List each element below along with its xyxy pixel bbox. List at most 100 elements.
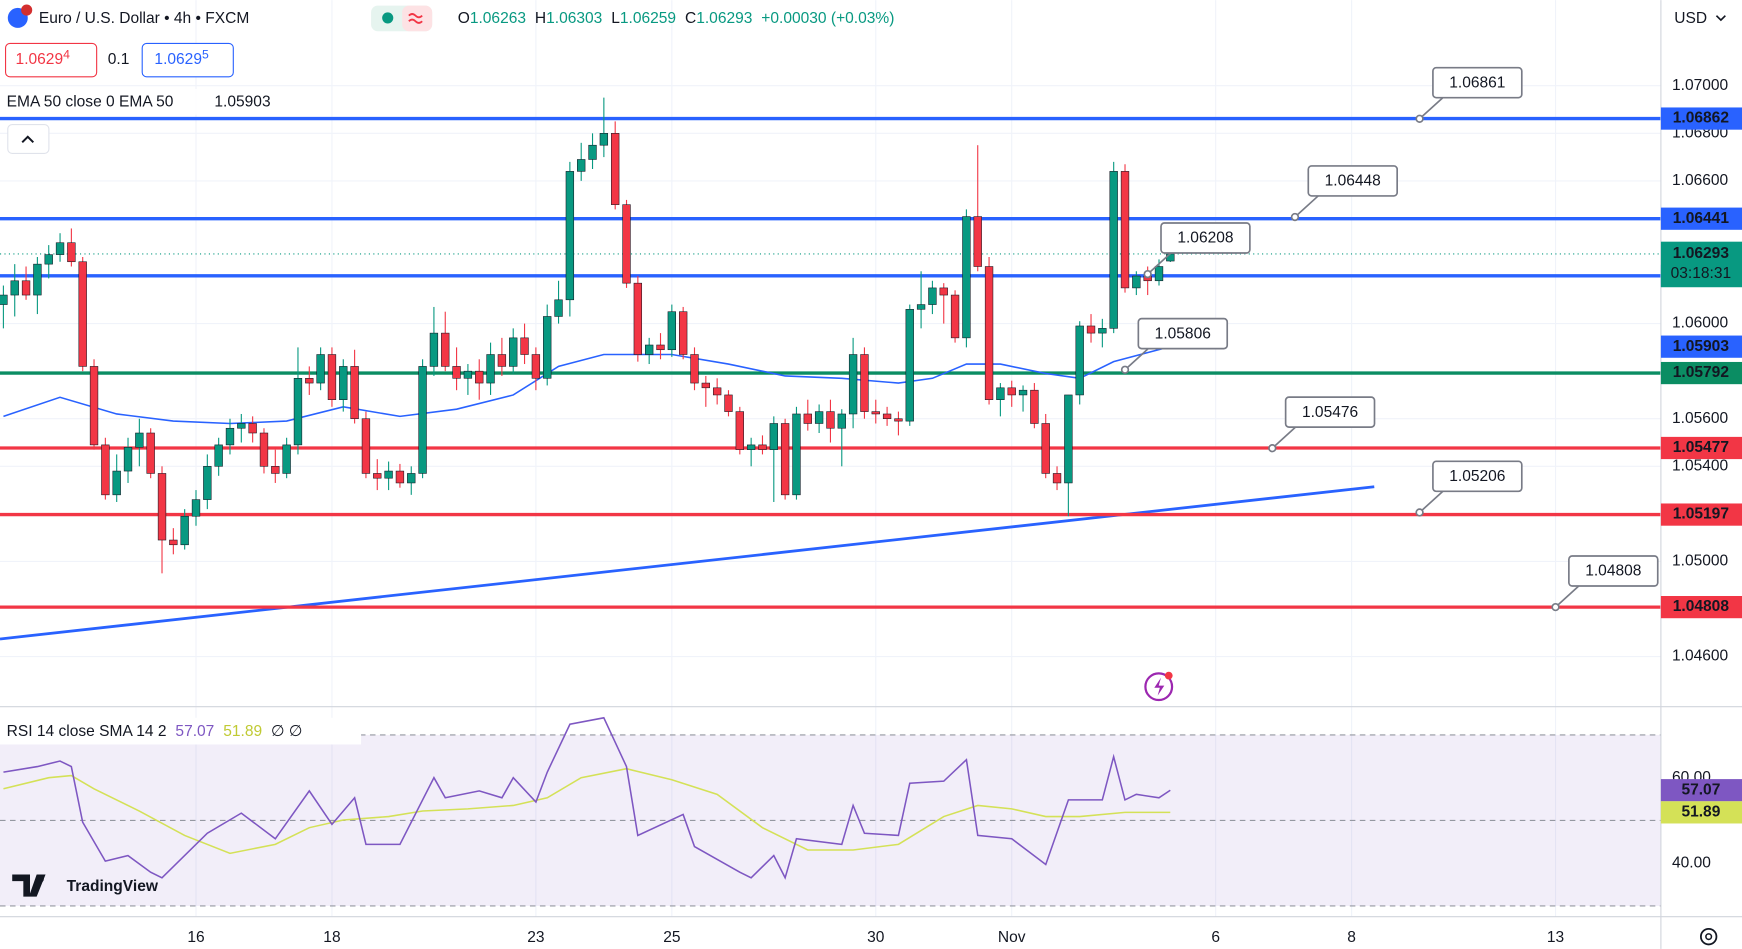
candle-body (588, 144, 597, 160)
ohlc-key: L (611, 10, 620, 27)
rsi-series (3, 716, 1171, 880)
candle-body (1075, 325, 1084, 396)
sell-pip: 4 (63, 48, 70, 62)
sell-price: 1.0629 (16, 51, 64, 68)
candle-body (724, 394, 733, 412)
candle-body (950, 294, 960, 339)
candle-body (361, 418, 371, 474)
candle-body (293, 378, 303, 446)
candle-body (271, 466, 280, 474)
candle-body (497, 354, 507, 367)
rsi-series (3, 767, 1171, 855)
candle-body (33, 263, 42, 296)
rsi-legend-value: 51.89 (223, 723, 262, 740)
note-anchor (1290, 212, 1300, 222)
note-box (1307, 165, 1398, 197)
candle-body (1154, 266, 1164, 282)
candle-body (350, 366, 359, 420)
level-badge (1660, 107, 1742, 130)
gear (1700, 927, 1718, 946)
note-box (1432, 66, 1523, 99)
note-label: 1.05476 (1302, 404, 1358, 421)
candle-body (769, 423, 778, 450)
candle-body (996, 387, 1005, 400)
candle-body (101, 444, 110, 496)
candle-body (395, 470, 405, 484)
candle-body (1086, 325, 1096, 334)
candle-body (973, 216, 982, 267)
candle-body (0, 294, 8, 305)
candle-body (814, 411, 824, 424)
buy-price: 1.06295 (154, 48, 209, 68)
legend-background (0, 88, 293, 115)
rsi-badge-label: 57.07 (1681, 781, 1720, 798)
candle-body (384, 470, 393, 479)
candle-body (157, 473, 167, 541)
candle-body (894, 418, 903, 422)
currency-button[interactable]: USD (1666, 2, 1740, 36)
alert-icon[interactable] (1144, 671, 1174, 702)
buy-pip: 5 (202, 48, 209, 62)
note-box (1432, 460, 1523, 493)
candle-body (599, 133, 609, 146)
note-box (1568, 555, 1659, 587)
note-connector (1419, 95, 1445, 120)
candle-body (327, 354, 337, 400)
candle-body (1109, 171, 1118, 329)
rsi-tick-label: 40.00 (1672, 854, 1711, 871)
flag-icon (21, 4, 33, 16)
settings-button[interactable] (1700, 927, 1718, 946)
buy-button[interactable] (141, 42, 234, 78)
rsi-suffix: ∅ ∅ (271, 723, 302, 740)
note-anchor (1415, 508, 1424, 517)
level-badge (1660, 436, 1742, 460)
x-tick-label: 13 (1547, 929, 1564, 946)
logo-dot (36, 875, 44, 883)
candle-body (837, 413, 846, 429)
note-anchor (1415, 114, 1424, 123)
candle-body (667, 311, 677, 351)
note-box (1284, 396, 1376, 428)
x-tick-label: 8 (1347, 929, 1356, 946)
note-anchor (1551, 602, 1560, 612)
sell-button[interactable] (4, 42, 98, 78)
last-price-badge (1660, 241, 1742, 288)
collapse-button[interactable] (7, 123, 50, 154)
candle-body (180, 515, 189, 546)
candle-body (475, 370, 484, 384)
x-tick-label: 23 (527, 929, 544, 946)
candle-body (905, 309, 914, 422)
note-anchor (1143, 269, 1152, 279)
candle-body (690, 354, 699, 384)
ema-badge-label: 1.05903 (1673, 338, 1730, 355)
candle-body (248, 423, 257, 434)
symbol-header: Euro / U.S. Dollar • 4h • FXCM O1.06263 H… (7, 4, 895, 32)
status-pill[interactable] (402, 5, 433, 32)
rsi-legend: RSI 14 close SMA 14 2 57.07 51.89 ∅ ∅ (0, 717, 362, 745)
candle-body (225, 427, 235, 446)
y-tick-label: 1.04600 (1672, 648, 1729, 665)
delay-icon (408, 13, 423, 24)
candle-body (21, 280, 31, 296)
level-badge-label: 1.06441 (1673, 210, 1730, 227)
y-tick-label: 1.06600 (1672, 172, 1729, 189)
candle-body (282, 444, 291, 474)
buy-price: 1.0629 (154, 51, 202, 68)
candle-body (984, 266, 994, 400)
note-label: 1.05206 (1449, 468, 1505, 485)
collapse-icon (21, 135, 35, 144)
candle-body (339, 366, 348, 400)
candle-body (611, 133, 620, 205)
candle-body (1132, 275, 1141, 289)
candle-body (962, 216, 971, 339)
candle-body (373, 473, 382, 479)
candle-body (44, 254, 53, 265)
candle-body (316, 354, 325, 384)
candle-body (1041, 423, 1050, 474)
candle-body (146, 432, 155, 474)
trend-line (0, 485, 1375, 641)
ohlc-legend: O1.06263 H1.06303 L1.06259 C1.06293 +0.00030… (458, 10, 895, 27)
level-badge (1660, 596, 1742, 619)
candle-body (882, 413, 892, 420)
